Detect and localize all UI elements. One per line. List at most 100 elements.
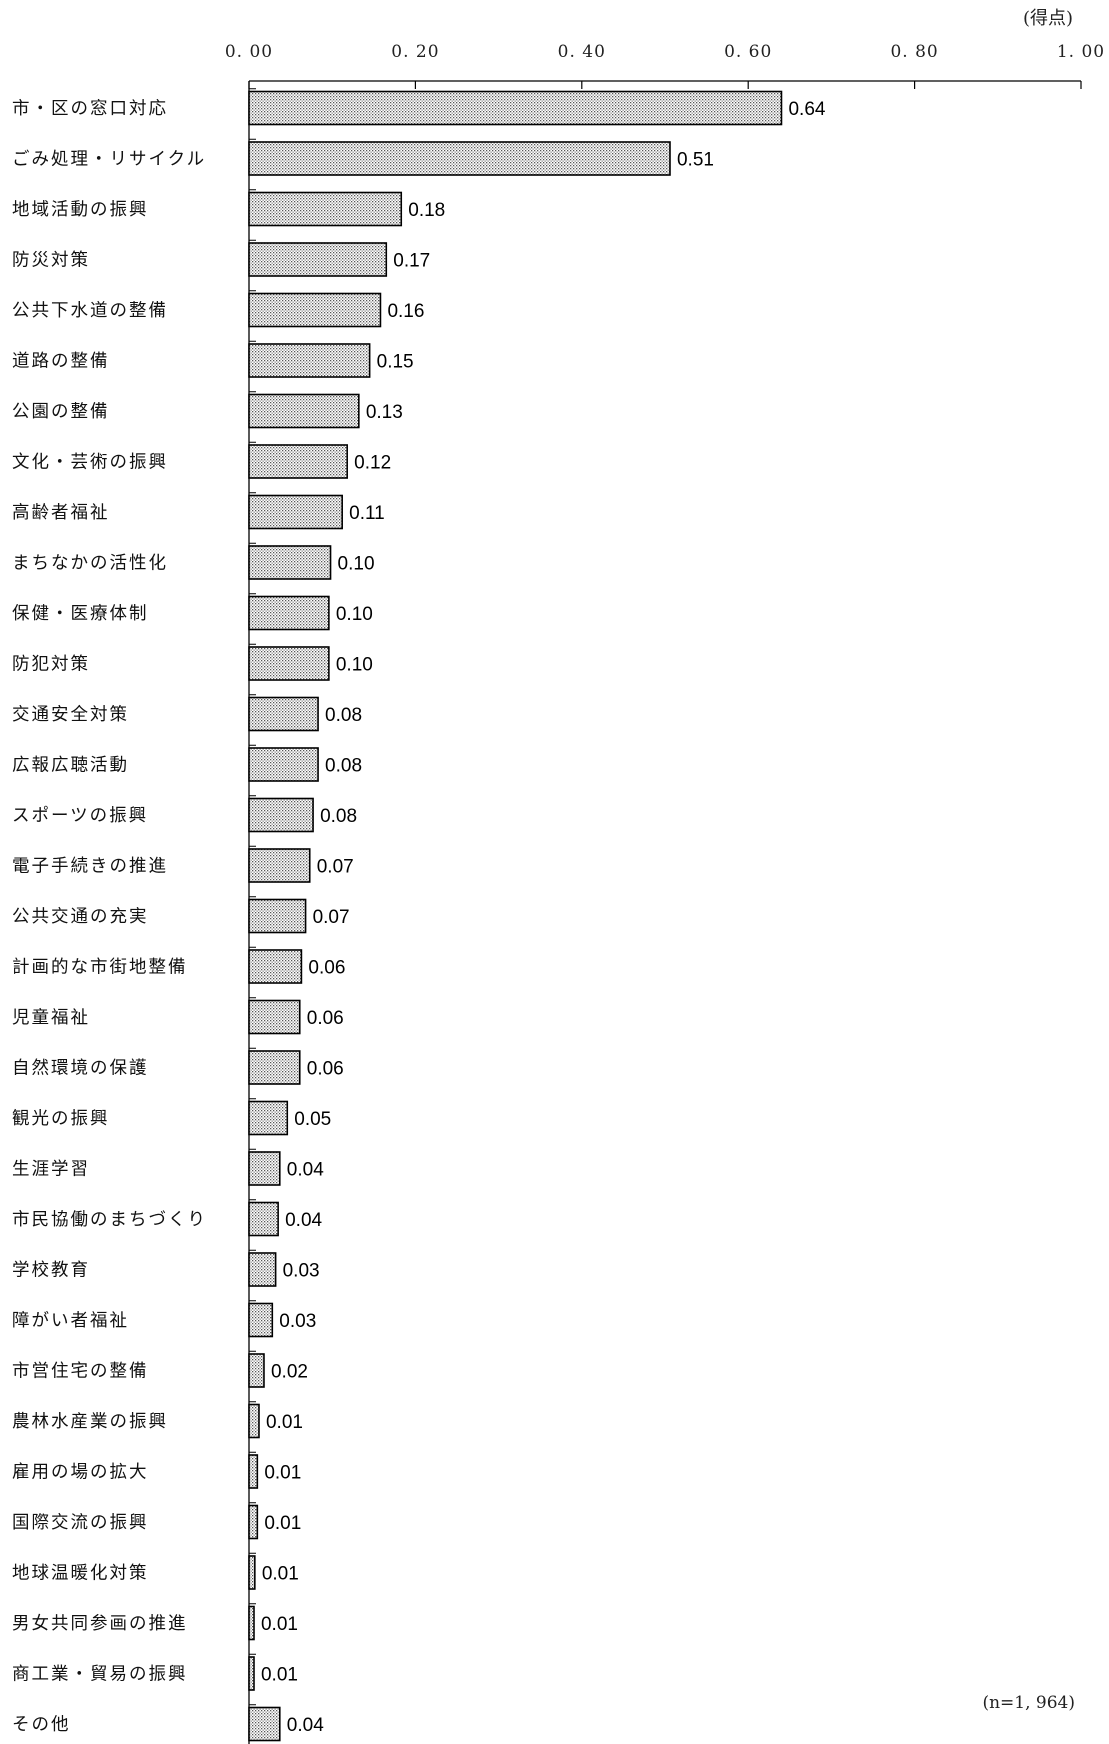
category-label: ごみ処理・リサイクル	[12, 150, 206, 170]
bar-value-label: 0.08	[325, 705, 362, 726]
category-label: 農林水産業の振興	[12, 1412, 168, 1432]
category-label: 交通安全対策	[12, 705, 129, 725]
category-label: 電子手続きの推進	[12, 857, 168, 877]
bar	[248, 191, 403, 227]
bar	[248, 1302, 274, 1338]
category-label: 公園の整備	[12, 402, 110, 422]
bar-value-label: 0.02	[271, 1362, 308, 1383]
bar	[248, 696, 319, 732]
bar	[248, 949, 303, 984]
bar	[248, 1050, 301, 1085]
category-label: 公共下水道の整備	[12, 301, 168, 321]
bar-value-label: 0.10	[336, 604, 373, 625]
bar-value-label: 0.51	[677, 150, 714, 171]
category-label: 市営住宅の整備	[12, 1362, 149, 1382]
bar-value-label: 0.15	[377, 352, 414, 373]
bar	[248, 1454, 259, 1489]
bar-value-label: 0.01	[261, 1614, 298, 1635]
category-label: 男女共同参画の推進	[12, 1614, 188, 1634]
unit-label: (得点)	[1023, 8, 1073, 29]
bar	[248, 1252, 277, 1287]
category-label: 生涯学習	[12, 1160, 90, 1180]
bar-value-label: 0.06	[307, 1059, 344, 1080]
bar-value-label: 0.04	[287, 1715, 324, 1736]
category-label: 国際交流の振興	[12, 1513, 149, 1533]
bar-value-label: 0.06	[308, 958, 345, 979]
bar-value-label: 0.04	[285, 1210, 322, 1231]
category-label: 市・区の窓口対応	[12, 99, 168, 119]
sample-size-note: (n=1, 964)	[982, 1693, 1075, 1713]
x-tick-label: 0. 60	[724, 42, 772, 62]
x-tick-label: 0. 40	[558, 42, 606, 62]
category-label: 計画的な市街地整備	[12, 958, 188, 978]
bar	[248, 1706, 281, 1742]
bar-value-label: 0.04	[287, 1160, 324, 1181]
bar-value-label: 0.08	[320, 806, 357, 827]
bar	[248, 444, 348, 479]
bar-value-label: 0.11	[349, 503, 385, 524]
bar	[248, 1353, 265, 1388]
category-label: 保健・医療体制	[12, 604, 149, 624]
bar	[248, 848, 311, 883]
category-label: 地球温暖化対策	[12, 1564, 149, 1584]
category-label: 児童福祉	[12, 1008, 90, 1028]
x-tick-label: 0. 20	[391, 42, 439, 62]
bar	[248, 494, 343, 530]
category-label: 商工業・貿易の振興	[12, 1665, 188, 1685]
bar-value-label: 0.03	[283, 1261, 320, 1282]
bar	[248, 1555, 256, 1590]
category-label: 観光の振興	[12, 1109, 110, 1129]
x-tick-label: 1. 00	[1057, 42, 1105, 62]
bar-value-label: 0.03	[279, 1311, 316, 1332]
bar-value-label: 0.12	[354, 453, 391, 474]
bar	[248, 595, 330, 631]
category-label: 防犯対策	[12, 655, 90, 675]
category-label: その他	[12, 1715, 71, 1735]
category-label: 障がい者福祉	[12, 1311, 129, 1331]
category-label: 高齢者福祉	[12, 503, 110, 523]
bar-value-label: 0.18	[408, 200, 445, 221]
bar	[248, 1656, 255, 1691]
category-label: まちなかの活性化	[12, 554, 168, 574]
category-label: 公共交通の充実	[12, 907, 149, 927]
bar	[248, 393, 360, 429]
category-label: 地域活動の振興	[12, 200, 149, 220]
bar	[248, 797, 314, 833]
category-label: 雇用の場の拡大	[12, 1463, 149, 1483]
bar	[248, 646, 330, 681]
bar-value-label: 0.64	[788, 99, 825, 120]
bar-value-label: 0.13	[366, 402, 403, 423]
bar	[248, 747, 319, 782]
bar	[248, 141, 671, 176]
bar	[248, 999, 301, 1035]
bar	[248, 343, 371, 378]
bar	[248, 90, 783, 126]
category-label: スポーツの振興	[12, 806, 148, 826]
bar-value-label: 0.07	[317, 857, 354, 878]
bars: 市・区の窓口対応 0.64 ごみ処理・リサイクル 0.51 地域活動の振興 0.18 防災対…	[12, 88, 826, 1742]
bar-value-label: 0.10	[336, 655, 373, 676]
bar	[248, 545, 332, 580]
category-label: 学校教育	[12, 1261, 90, 1281]
x-tick-label: 0. 00	[225, 42, 273, 62]
category-label: 自然環境の保護	[12, 1059, 149, 1079]
bar-value-label: 0.07	[313, 907, 350, 928]
bar	[248, 898, 307, 934]
bar-value-label: 0.01	[264, 1513, 301, 1534]
bar	[248, 1504, 259, 1540]
bar	[248, 1151, 281, 1186]
bar-value-label: 0.06	[307, 1008, 344, 1029]
category-label: 防災対策	[12, 251, 90, 271]
bar-value-label: 0.01	[266, 1412, 303, 1433]
bar	[248, 242, 388, 277]
category-label: 市民協働のまちづくり	[12, 1210, 207, 1230]
bar	[248, 1100, 289, 1136]
bar-value-label: 0.17	[393, 251, 430, 272]
x-tick-label: 0. 80	[890, 42, 938, 62]
bar-value-label: 0.16	[387, 301, 424, 322]
bar	[248, 292, 382, 328]
bar-value-label: 0.01	[261, 1665, 298, 1686]
bar-value-label: 0.05	[294, 1109, 331, 1130]
category-label: 文化・芸術の振興	[12, 453, 168, 473]
